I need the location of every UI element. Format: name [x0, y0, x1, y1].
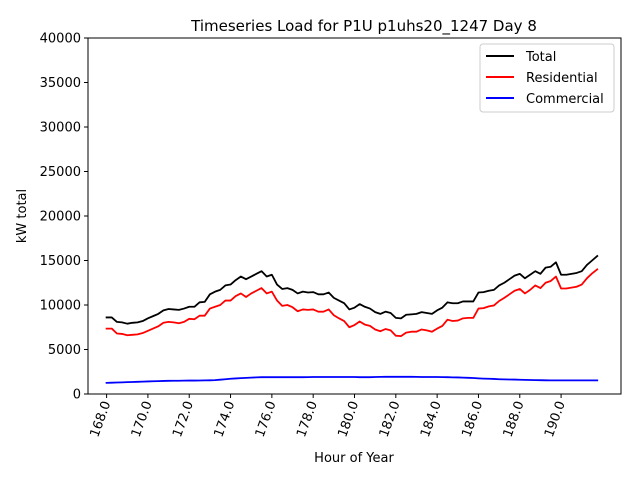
y-tick-label: 0 [73, 388, 81, 403]
chart-title: Timeseries Load for P1U p1uhs20_1247 Day… [190, 17, 537, 36]
y-tick-label: 30000 [40, 121, 81, 136]
series-line-commercial [105, 375, 599, 384]
y-tick-label: 35000 [40, 76, 81, 91]
series-line-residential [105, 268, 599, 338]
y-axis-label: kW total [15, 189, 30, 243]
series-layer [105, 254, 599, 384]
y-tick-label: 15000 [40, 254, 81, 269]
legend-label-residential: Residential [526, 71, 598, 86]
plot-frame [87, 37, 622, 395]
legend-box [479, 43, 615, 113]
x-axis-label: Hour of Year [314, 451, 394, 466]
y-axis: 0 5000 10000 15000 20000 25000 30000 35000 40000 [40, 32, 88, 403]
legend-label-total: Total [525, 50, 556, 65]
y-tick-label: 20000 [40, 210, 81, 225]
y-tick-label: 5000 [48, 343, 81, 358]
y-tick-label: 25000 [40, 165, 81, 180]
y-tick-label: 40000 [40, 32, 81, 47]
legend: Total Residential Commercial [479, 43, 615, 113]
legend-label-commercial: Commercial [526, 92, 604, 107]
series-line-total [105, 254, 599, 325]
y-tick-label: 10000 [40, 299, 81, 314]
